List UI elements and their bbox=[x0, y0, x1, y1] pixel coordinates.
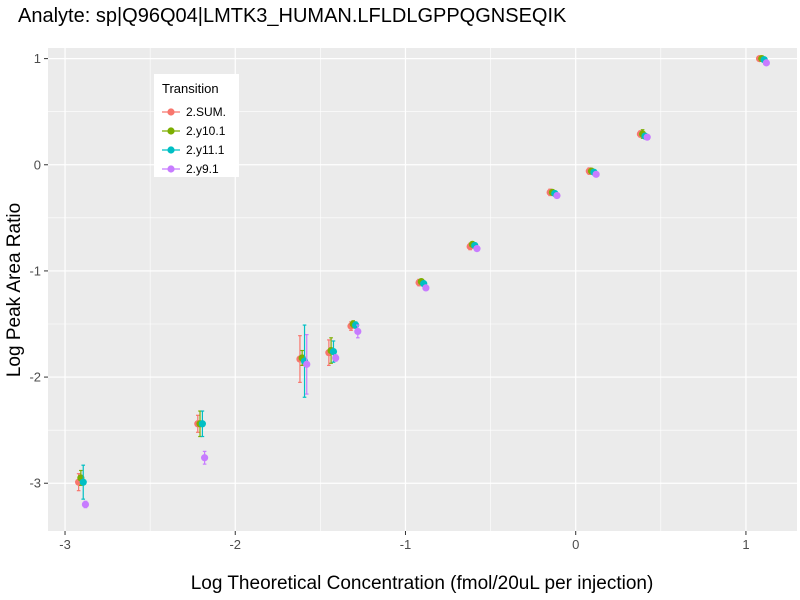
data-point bbox=[643, 133, 651, 141]
legend-label: 2.y10.1 bbox=[186, 124, 226, 138]
y-tick-label: 1 bbox=[34, 51, 41, 66]
series-2.y9.1 bbox=[81, 59, 770, 509]
legend-key-point bbox=[167, 165, 175, 173]
x-axis-ticks: -3 -2 -1 0 1 bbox=[59, 531, 750, 552]
data-point bbox=[79, 478, 87, 486]
data-point bbox=[201, 454, 209, 462]
y-axis-title: Log Peak Area Ratio bbox=[4, 203, 25, 377]
x-tick-label: -2 bbox=[229, 537, 241, 552]
legend-item: 2.y9.1 bbox=[162, 162, 219, 176]
x-tick-label: -1 bbox=[400, 537, 412, 552]
legend-title: Transition bbox=[162, 81, 219, 96]
y-tick-label: -2 bbox=[29, 370, 41, 385]
legend-key-point bbox=[167, 127, 175, 135]
legend-items: 2.SUM. 2.y10.1 2.y11.1 2.y9.1 bbox=[162, 105, 226, 176]
y-axis-ticks: -3 -2 -1 0 1 bbox=[29, 51, 48, 491]
x-tick-label: -3 bbox=[59, 537, 71, 552]
data-point bbox=[553, 191, 561, 200]
data-point bbox=[473, 245, 481, 253]
legend-label: 2.y11.1 bbox=[186, 143, 225, 157]
data-marks bbox=[75, 55, 770, 509]
data-point bbox=[354, 327, 362, 336]
data-point bbox=[762, 59, 770, 67]
data-point bbox=[422, 284, 430, 292]
y-tick-label: -3 bbox=[29, 476, 41, 491]
data-point bbox=[329, 348, 338, 356]
chart-title: Analyte: sp|Q96Q04|LMTK3_HUMAN.LFLDLGPPQ… bbox=[18, 5, 567, 27]
data-point bbox=[81, 500, 90, 509]
y-tick-label: -1 bbox=[29, 263, 41, 278]
legend-key-point bbox=[167, 108, 175, 116]
legend-key-point bbox=[167, 146, 175, 154]
data-point bbox=[303, 360, 311, 368]
legend: Transition 2.SUM. 2.y10.1 2.y11.1 2.y9.1 bbox=[154, 74, 239, 177]
legend-label: 2.y9.1 bbox=[186, 162, 219, 176]
legend-item: 2.SUM. bbox=[162, 105, 226, 119]
x-tick-label: 0 bbox=[572, 537, 579, 552]
data-point bbox=[198, 420, 206, 428]
grid-major bbox=[48, 48, 797, 531]
y-tick-label: 0 bbox=[34, 157, 41, 172]
legend-background bbox=[154, 74, 239, 177]
legend-item: 2.y10.1 bbox=[162, 124, 226, 138]
legend-label: 2.SUM. bbox=[186, 105, 226, 119]
data-point bbox=[332, 354, 340, 362]
x-tick-label: 1 bbox=[742, 537, 749, 552]
x-axis-title: Log Theoretical Concentration (fmol/20uL… bbox=[191, 573, 654, 594]
data-point bbox=[592, 170, 600, 178]
legend-item: 2.y11.1 bbox=[162, 143, 225, 157]
